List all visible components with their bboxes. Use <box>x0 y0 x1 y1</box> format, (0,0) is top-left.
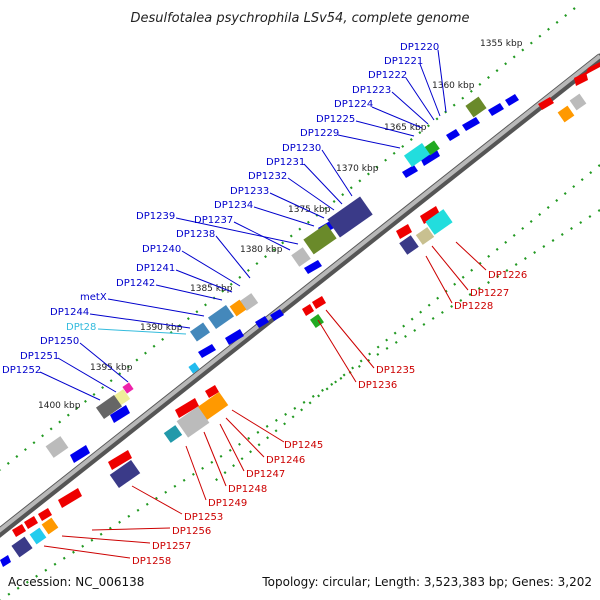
gene-label: DP1250 <box>40 336 79 347</box>
red-leader-lines <box>43 241 487 559</box>
gene-label: DP1238 <box>176 229 215 240</box>
cyan-leader-line <box>97 328 187 335</box>
gene-label: DP1245 <box>284 440 323 451</box>
tick-label: 1370 kbp <box>336 164 379 174</box>
blue-gene-labels: DP1220 DP1221 DP1222 DP1223 DP1224 DP122… <box>2 42 439 376</box>
outer-dotted-track <box>0 7 600 600</box>
genome-backbone <box>0 53 600 538</box>
gene-label: DP1240 <box>142 244 181 255</box>
gene-label: DP1237 <box>194 215 233 226</box>
gene-label: DP1241 <box>136 263 175 274</box>
red-gene-labels: DP1226 DP1227 DP1228 DP1235 DP1236 DP124… <box>132 270 527 567</box>
gene-label: DP1256 <box>172 526 211 537</box>
gene-label: DP1221 <box>384 56 423 67</box>
gene-label: DP1224 <box>334 99 373 110</box>
blue-leader-lines <box>39 49 447 401</box>
gene-label: metX <box>80 292 107 303</box>
reverse-genes <box>12 62 600 537</box>
gene-label: DP1247 <box>246 469 285 480</box>
gene-label: DP1234 <box>214 200 253 211</box>
tick-label: 1365 kbp <box>384 123 427 133</box>
gene-label: DP1252 <box>2 365 41 376</box>
gene-label: DP1242 <box>116 278 155 289</box>
accession-text: Accession: NC_006138 <box>8 575 144 589</box>
gene-label: DP1258 <box>132 556 171 567</box>
gene-label: DP1229 <box>300 128 339 139</box>
gene-label: DP1220 <box>400 42 439 53</box>
gene-label: DP1227 <box>470 288 509 299</box>
gene-label: DP1236 <box>358 380 397 391</box>
genome-summary-text: Topology: circular; Length: 3,523,383 bp… <box>261 575 592 589</box>
forward-genes <box>0 94 519 567</box>
gene-label: DP1225 <box>316 114 355 125</box>
gene-label: DP1228 <box>454 301 493 312</box>
gene-label: DP1232 <box>248 171 287 182</box>
tick-label: 1360 kbp <box>432 81 475 91</box>
gene-label: DP1239 <box>136 211 175 222</box>
gene-label: DP1244 <box>50 307 89 318</box>
gene-label: DP1223 <box>352 85 391 96</box>
tick-label: 1375 kbp <box>288 205 331 215</box>
gene-label: DP1249 <box>208 498 247 509</box>
gene-label: DP1248 <box>228 484 267 495</box>
gene-label: DP1235 <box>376 365 415 376</box>
tick-label: 1400 kbp <box>38 401 81 411</box>
gene-label: DP1233 <box>230 186 269 197</box>
gene-label: DP1222 <box>368 70 407 81</box>
tick-label: 1390 kbp <box>140 323 183 333</box>
gene-label: DP1257 <box>152 541 191 552</box>
tick-label: 1355 kbp <box>480 39 523 49</box>
trna-label: DPt28 <box>66 322 96 333</box>
gene-label: DP1251 <box>20 351 59 362</box>
tick-label: 1380 kbp <box>240 245 283 255</box>
map-title: Desulfotalea psychrophila LSv54, complet… <box>130 11 469 26</box>
gene-label: DP1253 <box>184 512 223 523</box>
gene-label: DP1231 <box>266 157 305 168</box>
gene-label: DP1226 <box>488 270 527 281</box>
tick-label: 1385 kbp <box>190 284 233 294</box>
tick-labels: 1355 kbp 1360 kbp 1365 kbp 1370 kbp 1375… <box>38 39 523 411</box>
gene-label: DP1246 <box>266 455 305 466</box>
gene-label: DP1230 <box>282 143 321 154</box>
